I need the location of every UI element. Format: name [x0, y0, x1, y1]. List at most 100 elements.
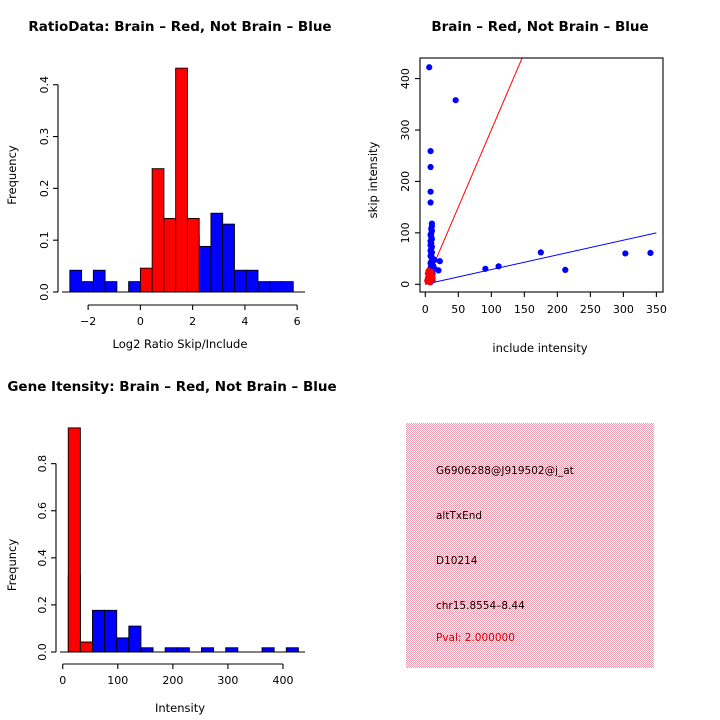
histogram-bar: [285, 647, 299, 653]
histogram-bar: [222, 223, 235, 293]
histogram-bar: [164, 647, 178, 653]
histogram-bar: [269, 281, 282, 293]
histogram-bar: [116, 637, 130, 653]
panel-ratio-histogram: RatioData: Brain – Red, Not Brain – Blue…: [0, 0, 360, 360]
y-axis-tick-label: 0.8: [36, 455, 49, 473]
x-axis-tick-label: 150: [514, 303, 535, 316]
histogram-bar: [69, 269, 83, 293]
y-axis-tick-label: 0.6: [36, 502, 49, 520]
scatter-point: [435, 267, 442, 274]
y-axis-tick-label: 0.0: [38, 283, 51, 301]
x-axis-tick-label: 0: [59, 674, 66, 687]
gene-histogram-axes: 0.0 0.2 0.4 0.6 0.8 0 100 200 300 400: [36, 455, 305, 687]
histogram-bar: [81, 281, 94, 293]
histogram-bar: [261, 647, 275, 653]
x-axis-tick-label: 350: [646, 303, 667, 316]
scatter-point: [562, 266, 569, 273]
plot-box: [419, 57, 664, 293]
panel-gene-ylabel: Frequncy: [5, 539, 19, 592]
histogram-bar: [104, 609, 118, 653]
probe-info-svg: G6906288@J919502@j_at altTxEnd D10214 ch…: [406, 423, 654, 668]
probe-info-background: [406, 423, 654, 668]
y-axis-tick-label: 400: [399, 68, 412, 89]
y-axis-tick-label: 0.2: [38, 180, 51, 198]
y-axis-tick-label: 0.3: [38, 128, 51, 146]
x-axis-tick-label: 100: [481, 303, 502, 316]
histogram-bar: [175, 67, 188, 293]
x-axis-tick-label: 300: [613, 303, 634, 316]
scatter-point: [427, 188, 434, 195]
regression-line: [424, 58, 523, 285]
panel-intensity-scatter: Brain – Red, Not Brain – Blue include in…: [360, 0, 720, 360]
scatter-point: [426, 279, 433, 286]
histogram-bar: [176, 647, 190, 653]
histogram-bar: [104, 281, 118, 293]
histogram-bar: [225, 647, 239, 653]
scatter-point: [647, 249, 654, 257]
x-axis-tick-label: 6: [294, 315, 301, 328]
histogram-bar: [140, 647, 154, 653]
scatter-point: [426, 64, 433, 71]
scatter-svg: Brain – Red, Not Brain – Blue include in…: [366, 19, 667, 355]
histogram-bar: [201, 647, 215, 653]
histogram-bar: [151, 168, 165, 293]
x-axis-tick-label: 50: [451, 303, 465, 316]
x-axis-tick-label: 4: [241, 315, 248, 328]
ratio-histogram-axes: 0.0 0.1 0.2 0.3 0.4 −2 0 2 4 6: [38, 76, 305, 328]
histogram-bar: [210, 212, 224, 293]
locus-text: chr15.8554–8.44: [436, 600, 525, 612]
probe-id-text: G6906288@J919502@j_at: [436, 465, 574, 477]
pvalue-text: Pval: 2.000000: [436, 632, 515, 644]
x-axis-tick-label: −2: [80, 315, 96, 328]
y-axis-tick-label: 0.1: [38, 231, 51, 249]
regression-line: [425, 232, 657, 285]
y-axis-tick-label: 0.4: [38, 76, 51, 94]
accession-text: D10214: [436, 555, 478, 567]
scatter-point: [436, 258, 443, 265]
histogram-bar: [92, 609, 106, 653]
x-axis-tick-label: 100: [107, 674, 128, 687]
scatter-axes: 0 50 100 150 200 250 300 350 0 100 200 300 400: [399, 57, 667, 316]
scatter-point: [427, 199, 434, 206]
scatter-inner: [424, 58, 657, 286]
histogram-bar: [233, 269, 247, 293]
histogram-bar: [128, 281, 141, 293]
histogram-bar: [281, 281, 294, 293]
panel-ratio-xlabel: Log2 Ratio Skip/Include: [113, 337, 248, 351]
y-axis-tick-label: 100: [399, 222, 412, 243]
panel-scatter-ylabel: skip intensity: [366, 141, 380, 218]
ratio-histogram-bars: [69, 67, 294, 293]
histogram-bar: [245, 269, 259, 293]
panel-gene-xlabel: Intensity: [155, 701, 205, 715]
x-axis-tick-label: 400: [272, 674, 293, 687]
histogram-bar: [186, 217, 200, 293]
panel-gene-title: Gene Itensity: Brain – Red, Not Brain – …: [7, 379, 336, 395]
scatter-point: [537, 249, 544, 256]
scatter-point: [427, 163, 434, 171]
scatter-point: [452, 97, 459, 104]
panel-ratio-ylabel: Frequency: [5, 145, 19, 205]
histogram-bar: [67, 427, 81, 653]
y-axis-tick-label: 0.2: [36, 596, 49, 614]
x-axis-tick-label: 0: [422, 303, 429, 316]
panel-ratio-title: RatioData: Brain – Red, Not Brain – Blue: [28, 19, 331, 35]
scatter-point: [482, 265, 489, 272]
scatter-point: [495, 263, 502, 270]
x-axis-tick-label: 2: [189, 315, 196, 328]
panel-scatter-title: Brain – Red, Not Brain – Blue: [431, 19, 648, 35]
panel-probe-info: G6906288@J919502@j_at altTxEnd D10214 ch…: [360, 360, 720, 720]
histogram-bar: [257, 281, 271, 293]
scatter-point: [427, 147, 434, 155]
gene-histogram-svg: Gene Itensity: Brain – Red, Not Brain – …: [5, 379, 337, 715]
y-axis-tick-label: 0: [399, 281, 412, 288]
histogram-bar: [128, 625, 142, 653]
histogram-bar: [92, 269, 106, 293]
x-axis-tick-label: 300: [217, 674, 238, 687]
y-axis-tick-label: 0.0: [36, 643, 49, 661]
panel-scatter-xlabel: include intensity: [492, 341, 587, 355]
y-axis-tick-label: 300: [399, 120, 412, 141]
x-axis-tick-label: 200: [547, 303, 568, 316]
histogram-bar: [79, 641, 93, 653]
histogram-bar: [163, 217, 177, 293]
